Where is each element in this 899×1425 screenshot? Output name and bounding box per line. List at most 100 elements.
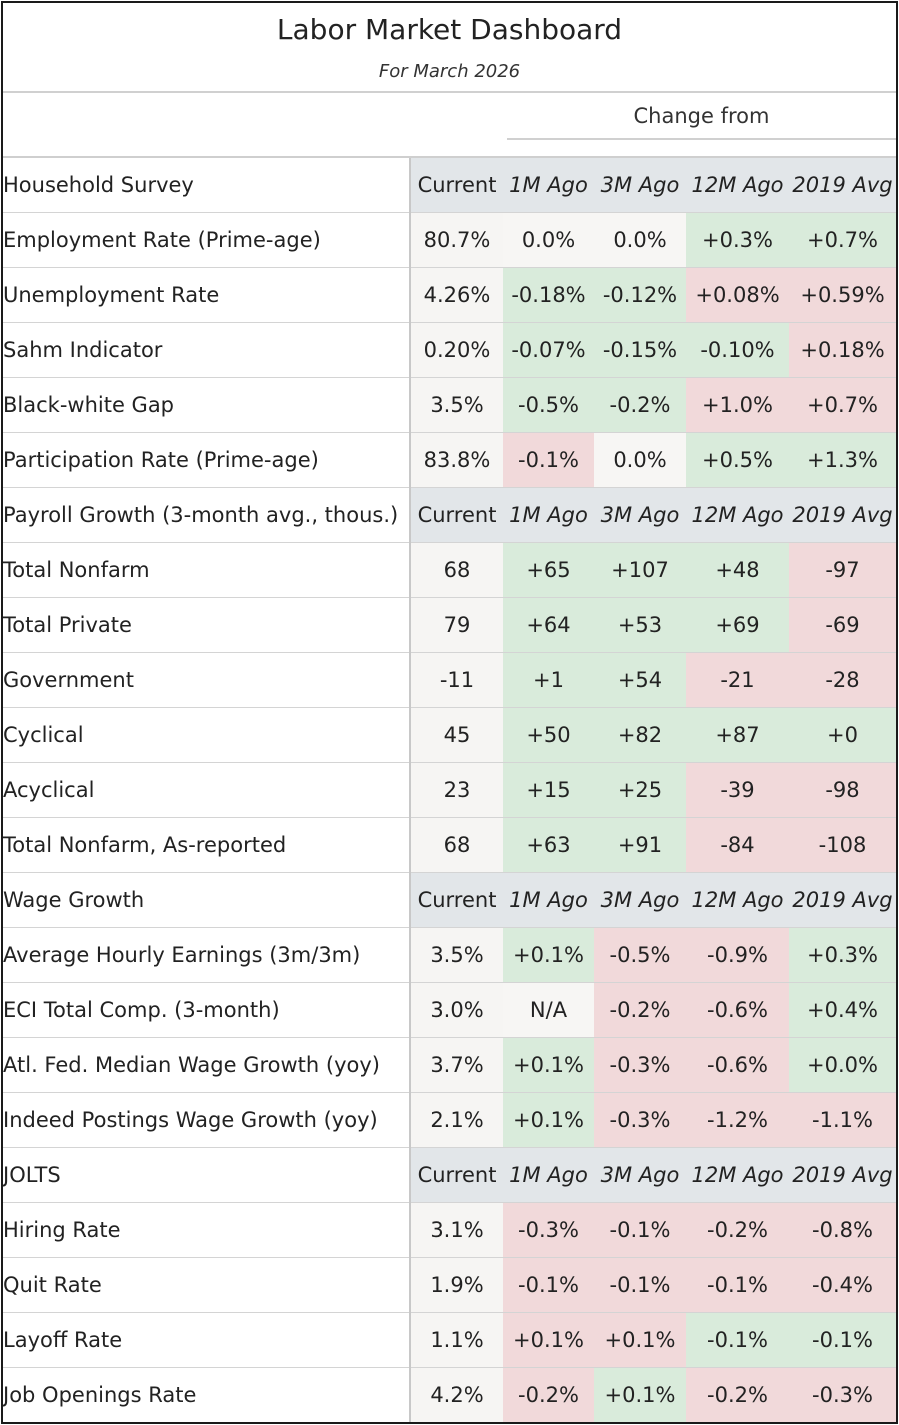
cell-current: 3.7% bbox=[410, 1038, 503, 1093]
section-title: Household Survey bbox=[3, 158, 410, 213]
section-header-row: JOLTS Current 1M Ago 3M Ago 12M Ago 2019 Avg bbox=[3, 1148, 896, 1203]
section-title: Wage Growth bbox=[3, 873, 410, 928]
dashboard-frame: Labor Market Dashboard For March 2026 Ch… bbox=[1, 1, 898, 1424]
cell-12m-ago: -0.2% bbox=[686, 1203, 789, 1258]
cell-3m-ago: +91 bbox=[594, 818, 686, 873]
column-header-1m-ago: 1M Ago bbox=[503, 1148, 594, 1203]
column-header-12m-ago: 12M Ago bbox=[686, 873, 789, 928]
column-header-2019-avg: 2019 Avg bbox=[789, 488, 896, 543]
cell-1m-ago: -0.07% bbox=[503, 323, 594, 378]
row-label: Acyclical bbox=[3, 763, 410, 818]
cell-2019-avg: +0.0% bbox=[789, 1038, 896, 1093]
cell-3m-ago: -0.3% bbox=[594, 1093, 686, 1148]
table-row: Total Private 79 +64 +53 +69 -69 bbox=[3, 598, 896, 653]
cell-1m-ago: +0.1% bbox=[503, 1038, 594, 1093]
cell-12m-ago: -1.2% bbox=[686, 1093, 789, 1148]
table-row: Cyclical 45 +50 +82 +87 +0 bbox=[3, 708, 896, 763]
cell-2019-avg: -28 bbox=[789, 653, 896, 708]
cell-12m-ago: +69 bbox=[686, 598, 789, 653]
cell-2019-avg: +0.4% bbox=[789, 983, 896, 1038]
dashboard-table: Household Survey Current 1M Ago 3M Ago 12M A… bbox=[3, 158, 896, 1423]
change-from-label: Change from bbox=[507, 104, 896, 128]
cell-current: 23 bbox=[410, 763, 503, 818]
cell-2019-avg: -1.1% bbox=[789, 1093, 896, 1148]
page-subtitle: For March 2026 bbox=[3, 61, 896, 82]
column-header-2019-avg: 2019 Avg bbox=[789, 1148, 896, 1203]
cell-2019-avg: +0.7% bbox=[789, 378, 896, 433]
cell-2019-avg: -0.3% bbox=[789, 1368, 896, 1423]
cell-2019-avg: -0.8% bbox=[789, 1203, 896, 1258]
row-label: ECI Total Comp. (3-month) bbox=[3, 983, 410, 1038]
cell-current: -11 bbox=[410, 653, 503, 708]
row-label: Layoff Rate bbox=[3, 1313, 410, 1368]
cell-3m-ago: -0.2% bbox=[594, 378, 686, 433]
cell-3m-ago: -0.1% bbox=[594, 1258, 686, 1313]
table-row: Unemployment Rate 4.26% -0.18% -0.12% +0.08%… bbox=[3, 268, 896, 323]
row-label: Participation Rate (Prime-age) bbox=[3, 433, 410, 488]
row-label: Atl. Fed. Median Wage Growth (yoy) bbox=[3, 1038, 410, 1093]
row-label: Sahm Indicator bbox=[3, 323, 410, 378]
cell-2019-avg: -0.1% bbox=[789, 1313, 896, 1368]
cell-current: 68 bbox=[410, 818, 503, 873]
table-row: Government -11 +1 +54 -21 -28 bbox=[3, 653, 896, 708]
cell-12m-ago: -21 bbox=[686, 653, 789, 708]
cell-3m-ago: 0.0% bbox=[594, 433, 686, 488]
cell-current: 1.1% bbox=[410, 1313, 503, 1368]
row-label: Cyclical bbox=[3, 708, 410, 763]
row-label: Hiring Rate bbox=[3, 1203, 410, 1258]
column-header-12m-ago: 12M Ago bbox=[686, 488, 789, 543]
table-row: Hiring Rate 3.1% -0.3% -0.1% -0.2% -0.8% bbox=[3, 1203, 896, 1258]
row-label: Unemployment Rate bbox=[3, 268, 410, 323]
table-row: Atl. Fed. Median Wage Growth (yoy) 3.7% +0… bbox=[3, 1038, 896, 1093]
cell-3m-ago: -0.12% bbox=[594, 268, 686, 323]
cell-3m-ago: -0.15% bbox=[594, 323, 686, 378]
cell-1m-ago: -0.3% bbox=[503, 1203, 594, 1258]
cell-1m-ago: +0.1% bbox=[503, 1093, 594, 1148]
cell-1m-ago: +65 bbox=[503, 543, 594, 598]
cell-2019-avg: -69 bbox=[789, 598, 896, 653]
cell-current: 3.0% bbox=[410, 983, 503, 1038]
cell-1m-ago: -0.1% bbox=[503, 433, 594, 488]
cell-1m-ago: -0.5% bbox=[503, 378, 594, 433]
cell-2019-avg: +0.3% bbox=[789, 928, 896, 983]
cell-2019-avg: -0.4% bbox=[789, 1258, 896, 1313]
cell-3m-ago: +107 bbox=[594, 543, 686, 598]
table-row: Indeed Postings Wage Growth (yoy) 2.1% +0.… bbox=[3, 1093, 896, 1148]
table-row: Total Nonfarm 68 +65 +107 +48 -97 bbox=[3, 543, 896, 598]
row-label: Government bbox=[3, 653, 410, 708]
row-label: Total Private bbox=[3, 598, 410, 653]
table-row: ECI Total Comp. (3-month) 3.0% N/A -0.2% -0.… bbox=[3, 983, 896, 1038]
cell-current: 68 bbox=[410, 543, 503, 598]
column-header-12m-ago: 12M Ago bbox=[686, 1148, 789, 1203]
cell-2019-avg: +0.18% bbox=[789, 323, 896, 378]
cell-12m-ago: -0.1% bbox=[686, 1258, 789, 1313]
table-row: Sahm Indicator 0.20% -0.07% -0.15% -0.10% +0.… bbox=[3, 323, 896, 378]
cell-12m-ago: +0.08% bbox=[686, 268, 789, 323]
cell-12m-ago: +48 bbox=[686, 543, 789, 598]
table-row: Average Hourly Earnings (3m/3m) 3.5% +0.1%… bbox=[3, 928, 896, 983]
cell-current: 3.5% bbox=[410, 378, 503, 433]
cell-1m-ago: 0.0% bbox=[503, 213, 594, 268]
column-header-1m-ago: 1M Ago bbox=[503, 158, 594, 213]
column-header-12m-ago: 12M Ago bbox=[686, 158, 789, 213]
table-row: Employment Rate (Prime-age) 80.7% 0.0% 0.0%… bbox=[3, 213, 896, 268]
cell-2019-avg: +1.3% bbox=[789, 433, 896, 488]
cell-1m-ago: +0.1% bbox=[503, 1313, 594, 1368]
column-header-current: Current bbox=[410, 488, 503, 543]
row-label: Average Hourly Earnings (3m/3m) bbox=[3, 928, 410, 983]
cell-12m-ago: -0.6% bbox=[686, 983, 789, 1038]
cell-3m-ago: -0.3% bbox=[594, 1038, 686, 1093]
column-header-1m-ago: 1M Ago bbox=[503, 488, 594, 543]
cell-2019-avg: +0.7% bbox=[789, 213, 896, 268]
column-header-current: Current bbox=[410, 158, 503, 213]
change-from-underline bbox=[507, 138, 896, 140]
cell-current: 4.2% bbox=[410, 1368, 503, 1423]
cell-current: 0.20% bbox=[410, 323, 503, 378]
cell-12m-ago: -0.1% bbox=[686, 1313, 789, 1368]
row-label: Job Openings Rate bbox=[3, 1368, 410, 1423]
column-header-current: Current bbox=[410, 873, 503, 928]
table-row: Total Nonfarm, As-reported 68 +63 +91 -84 -10… bbox=[3, 818, 896, 873]
table-row: Quit Rate 1.9% -0.1% -0.1% -0.1% -0.4% bbox=[3, 1258, 896, 1313]
cell-1m-ago: +64 bbox=[503, 598, 594, 653]
column-header-3m-ago: 3M Ago bbox=[594, 488, 686, 543]
